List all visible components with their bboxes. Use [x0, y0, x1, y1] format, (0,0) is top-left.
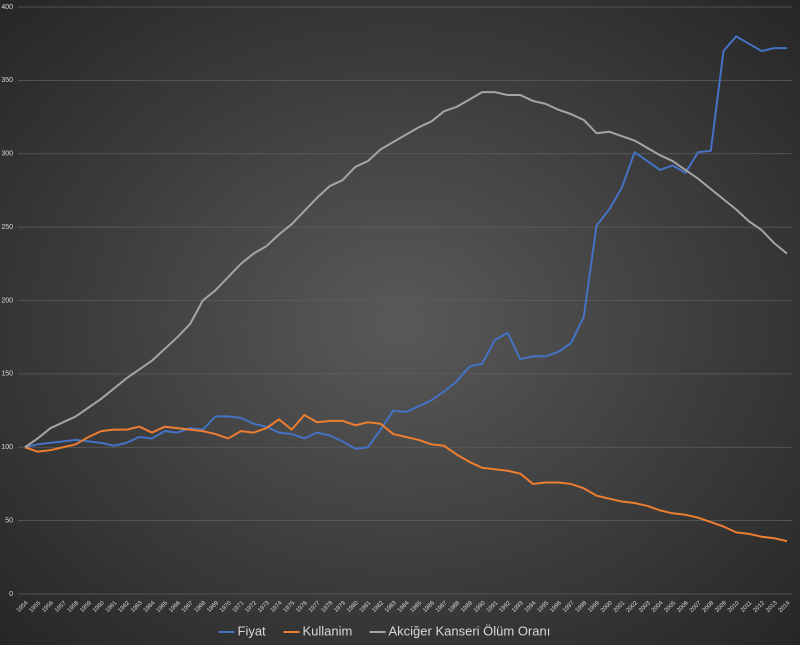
x-tick-label: 1957	[54, 600, 68, 614]
x-tick-label: 1996	[549, 600, 563, 614]
x-tick-label: 1966	[168, 600, 182, 614]
y-tick-label: 250	[1, 224, 13, 231]
legend-label: Fiyat	[238, 623, 267, 638]
x-tick-label: 1973	[257, 600, 271, 614]
x-tick-label: 1964	[143, 600, 157, 614]
x-tick-label: 2013	[765, 600, 779, 614]
x-tick-label: 1976	[295, 600, 309, 614]
legend-label: Akciğer Kanseri Ölüm Oranı	[389, 623, 551, 638]
x-tick-label: 1962	[117, 600, 131, 614]
x-tick-label: 1969	[206, 600, 220, 614]
x-tick-label: 1981	[359, 600, 373, 614]
x-tick-label: 1967	[181, 600, 195, 614]
x-tick-label: 2002	[625, 600, 639, 614]
x-tick-label: 1974	[270, 600, 284, 614]
x-tick-label: 2001	[613, 600, 627, 614]
x-tick-label: 1968	[194, 600, 208, 614]
x-tick-label: 1988	[448, 600, 462, 614]
x-tick-label: 1980	[346, 600, 360, 614]
x-tick-label: 1971	[232, 600, 246, 614]
x-tick-label: 2006	[676, 600, 690, 614]
line-series	[24, 91, 788, 449]
y-tick-label: 50	[5, 517, 13, 524]
x-tick-label: 1984	[397, 600, 411, 614]
x-tick-label: 1955	[29, 600, 43, 614]
x-tick-label: 1986	[422, 600, 436, 614]
x-tick-label: 1978	[321, 600, 335, 614]
x-tick-label: 1990	[473, 600, 487, 614]
x-tick-label: 1987	[435, 600, 449, 614]
x-tick-label: 1994	[524, 600, 538, 614]
x-tick-label: 1960	[92, 600, 106, 614]
line-series	[24, 35, 787, 450]
x-tick-label: 2011	[740, 600, 754, 614]
line-series	[24, 413, 788, 543]
x-tick-label: 2005	[664, 600, 678, 614]
x-tick-label: 2000	[600, 600, 614, 614]
x-tick-label: 1993	[511, 600, 525, 614]
x-tick-label: 1954	[16, 600, 30, 614]
x-tick-label: 1972	[244, 600, 258, 614]
x-tick-label: 1983	[384, 600, 398, 614]
x-tick-label: 1970	[219, 600, 233, 614]
x-tick-label: 2004	[651, 600, 665, 614]
x-tick-label: 1975	[283, 600, 297, 614]
x-tick-label: 1956	[41, 600, 55, 614]
x-tick-label: 1977	[308, 600, 322, 614]
x-tick-label: 2008	[702, 600, 716, 614]
x-tick-label: 1992	[498, 600, 512, 614]
x-tick-label: 1999	[587, 600, 601, 614]
y-tick-label: 400	[1, 4, 13, 11]
x-tick-label: 1963	[130, 600, 144, 614]
x-tick-label: 2003	[638, 600, 652, 614]
x-tick-label: 1958	[67, 600, 81, 614]
y-tick-label: 350	[1, 77, 13, 84]
x-tick-label: 1995	[537, 600, 551, 614]
x-tick-label: 1982	[371, 600, 385, 614]
x-tick-label: 1997	[562, 600, 576, 614]
x-tick-label: 2010	[727, 600, 741, 614]
y-tick-label: 200	[1, 297, 13, 304]
x-tick-label: 1961	[105, 600, 119, 614]
y-tick-label: 300	[1, 151, 13, 158]
x-tick-label: 1979	[333, 600, 347, 614]
x-tick-label: 2009	[714, 600, 728, 614]
x-tick-label: 2014	[778, 600, 792, 614]
x-tick-label: 1985	[410, 600, 424, 614]
y-tick-label: 100	[1, 444, 13, 451]
y-tick-label: 150	[1, 371, 13, 378]
x-tick-label: 1991	[486, 600, 500, 614]
x-tick-label: 2012	[752, 600, 766, 614]
x-tick-label: 1989	[460, 600, 474, 614]
y-tick-label: 0	[9, 591, 13, 598]
x-tick-label: 1998	[575, 600, 589, 614]
x-tick-label: 2007	[689, 600, 703, 614]
x-tick-label: 1959	[79, 600, 93, 614]
legend-label: Kullanim	[303, 623, 353, 638]
x-tick-label: 1965	[156, 600, 170, 614]
